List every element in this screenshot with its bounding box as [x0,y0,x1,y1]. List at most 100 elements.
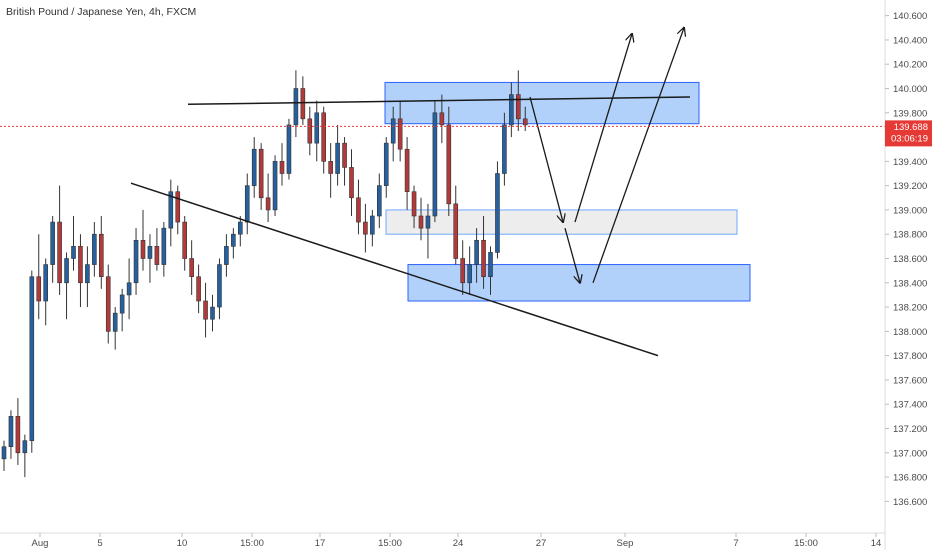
candle-body [238,221,243,235]
candle-body [474,239,479,265]
candle [460,240,466,295]
candle-body [376,185,382,217]
candle-body [168,191,174,229]
candle-body [300,88,306,120]
candle [140,209,146,271]
y-tick-label: 140.200 [893,60,927,71]
candle-body [224,246,229,265]
y-tick-label: 138.200 [893,303,927,314]
candle [238,216,243,247]
candle [453,185,459,265]
candle-body [196,276,201,302]
x-tick-label: Sep [617,538,634,549]
candle-body [43,264,49,302]
candle-body [349,167,354,199]
candle [43,258,49,326]
candle-body [71,246,76,259]
candle [411,185,417,229]
candle-body [175,191,181,223]
bar-countdown: 03:06:19 [891,133,928,144]
candle-body [509,94,514,126]
candle [147,234,153,283]
candle-body [182,221,187,259]
candle [92,222,97,277]
candle-body [154,246,160,265]
candle [154,228,160,271]
y-tick-label: 137.000 [893,448,927,459]
x-axis[interactable]: Aug 5 10 15:00 17 15:00 24 27 Sep 7 15:00 14 [32,533,882,549]
candle-body [411,191,417,217]
candle [432,100,438,223]
candle-body [370,215,375,235]
candle [22,434,28,478]
x-tick-label: 5 [97,538,102,549]
candle-body [488,252,493,278]
candle [307,106,313,156]
candle-body [64,258,69,284]
candle [71,216,76,271]
candle [363,203,368,253]
candle [99,216,104,289]
candle-body [307,118,313,144]
y-tick-label: 136.800 [893,473,927,484]
candle-body [57,221,62,284]
x-tick-label: 17 [315,538,326,549]
candle-body [244,185,250,223]
candle-body [22,440,28,454]
candle [356,179,361,235]
candle [474,228,479,283]
candle-body [36,276,42,302]
y-tick-label: 139.400 [893,157,927,168]
candle-body [92,233,97,265]
candle-body [453,203,459,259]
candle-body [105,276,111,332]
candle-body [286,124,292,174]
candle [481,216,486,289]
zone-1[interactable] [384,81,700,125]
candle-body [321,112,327,162]
candle [314,100,320,162]
y-tick-label: 139.800 [893,108,927,119]
y-tick-label: 140.600 [893,11,927,22]
candle [57,185,62,295]
candle-body [99,233,104,278]
candle-body [272,161,278,211]
arrow-2[interactable] [564,227,580,283]
candle [189,240,194,295]
candle-body [425,215,431,229]
candle-body [335,142,340,174]
candle-body [112,312,118,332]
y-tick-label: 138.600 [893,254,927,265]
candle [397,100,403,162]
candle [217,258,222,320]
candle-body [383,142,389,186]
y-tick-label: 138.800 [893,230,927,241]
candle [390,106,396,162]
candle-body [418,215,424,229]
arrow-1[interactable] [529,96,563,222]
arrow-4[interactable] [592,28,684,284]
candle-body [85,264,90,284]
trendline-1[interactable] [187,96,691,106]
x-tick-label: Aug [32,538,49,549]
candle [175,185,181,235]
x-tick-label: 7 [733,538,738,549]
zone-3[interactable] [407,264,751,302]
candle-body [50,221,55,265]
candle-body [29,276,35,441]
candle-body [363,221,368,235]
y-tick-label: 140.400 [893,35,927,46]
x-tick-label: 15:00 [794,538,818,549]
arrow-3[interactable] [574,34,632,223]
candle [293,70,299,138]
trendline-2[interactable] [130,182,659,357]
y-axis[interactable]: 140.600 140.400 140.200 140.000 139.800 139.6… [885,11,927,508]
candle [105,264,111,344]
candle [272,155,278,216]
y-tick-label: 138.000 [893,327,927,338]
x-tick-label: 15:00 [240,538,264,549]
y-tick-label: 139.200 [893,181,927,192]
candle [383,137,389,198]
zone-2[interactable] [385,209,738,235]
candle [467,246,472,295]
